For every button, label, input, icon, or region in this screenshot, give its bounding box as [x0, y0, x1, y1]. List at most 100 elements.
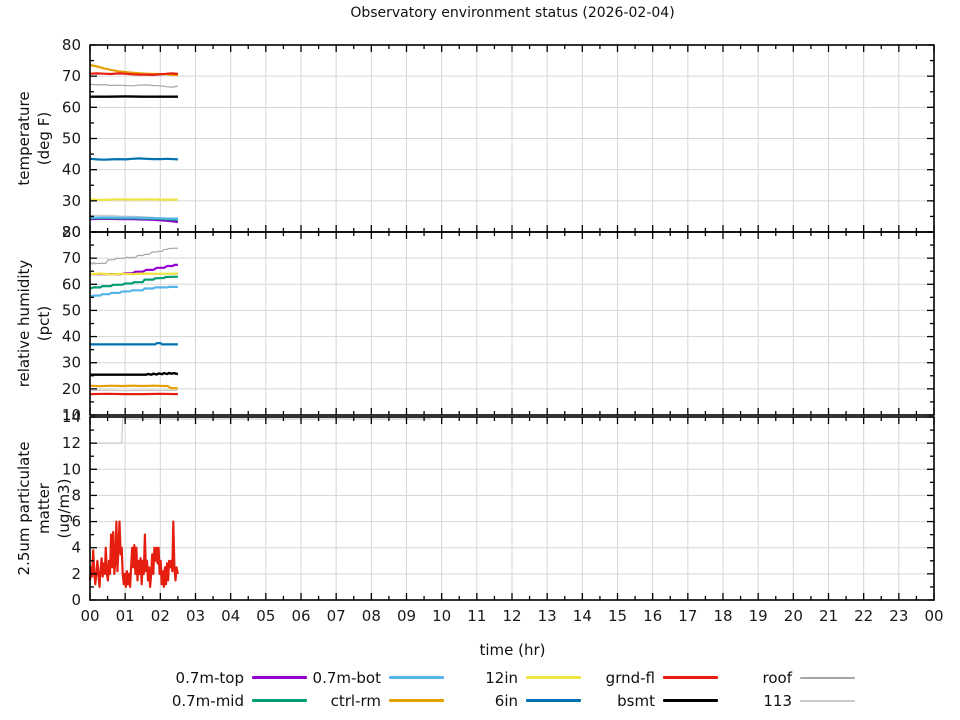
- y-axis-label-pm-line1: 2.5um particulate matter: [15, 441, 53, 576]
- x-tick-label: 14: [573, 607, 592, 625]
- y-axis-label-pm-line2: (ug/m3): [55, 478, 73, 539]
- x-tick-label: 16: [643, 607, 662, 625]
- legend-line-swatch-bsmt: [663, 699, 718, 702]
- y-axis-label-temperature: temperature (deg F): [14, 45, 54, 232]
- x-tick-label: 20: [784, 607, 803, 625]
- y-tick-label-temperature: 50: [62, 130, 81, 148]
- y-tick-label-temperature: 20: [62, 223, 81, 241]
- y-axis-label-temperature-line1: temperature: [15, 91, 33, 186]
- legend-label-ctrl-rm: ctrl-rm: [330, 691, 381, 710]
- y-tick-label-humidity: 20: [62, 380, 81, 398]
- x-tick-label: 00: [80, 607, 99, 625]
- legend-item-0.7m-bot: 0.7m-bot: [307, 666, 444, 689]
- x-tick-label: 00: [924, 607, 943, 625]
- legend-line-swatch-12in: [526, 676, 581, 679]
- y-tick-label-pm25: 12: [62, 434, 81, 452]
- y-tick-label-pm25: 2: [71, 565, 81, 583]
- x-tick-label: 11: [467, 607, 486, 625]
- legend-label-6in: 6in: [494, 691, 518, 710]
- legend-item-bsmt: bsmt: [581, 689, 718, 712]
- legend-line-swatch-0.7m-mid: [252, 699, 307, 702]
- legend-item-ctrl-rm: ctrl-rm: [307, 689, 444, 712]
- legend-line-swatch-ctrl-rm: [389, 699, 444, 702]
- legend-label-12in: 12in: [485, 668, 518, 687]
- x-tick-label: 05: [256, 607, 275, 625]
- y-tick-label-humidity: 60: [62, 275, 81, 293]
- legend-label-0.7m-bot: 0.7m-bot: [312, 668, 381, 687]
- series-line-roof-humidity: [89, 247, 178, 265]
- y-tick-label-pm25: 6: [71, 513, 81, 531]
- x-axis-label: time (hr): [479, 641, 546, 659]
- legend-line-swatch-0.7m-bot: [389, 676, 444, 679]
- x-tick-label: 09: [397, 607, 416, 625]
- series-line-0.7m-bot-humidity: [89, 285, 178, 298]
- series-line-ctrl-rm-humidity: [89, 384, 178, 390]
- y-tick-label-temperature: 60: [62, 98, 81, 116]
- x-tick-label: 19: [749, 607, 768, 625]
- y-tick-label-pm25: 8: [71, 486, 81, 504]
- y-axis-label-humidity: relative humidity (pct): [14, 232, 54, 415]
- legend-line-swatch-0.7m-top: [252, 676, 307, 679]
- y-tick-label-pm25: 4: [71, 539, 81, 557]
- legend-line-swatch-grnd-fl: [663, 676, 718, 679]
- series-line-113-pm25: [90, 418, 432, 444]
- legend-item-grnd-fl: grnd-fl: [581, 666, 718, 689]
- y-axis-label-temperature-line2: (deg F): [35, 111, 53, 166]
- x-tick-label: 22: [854, 607, 873, 625]
- series-line-6in-temperature: [89, 157, 178, 161]
- series-line-12in-temperature: [89, 198, 178, 201]
- y-axis-label-humidity-line1: relative humidity: [15, 259, 33, 388]
- x-tick-label: 23: [889, 607, 908, 625]
- y-tick-label-humidity: 50: [62, 301, 81, 319]
- x-tick-label: 21: [819, 607, 838, 625]
- y-tick-label-humidity: 30: [62, 354, 81, 372]
- series-line-113-humidity: [89, 389, 178, 392]
- legend-line-swatch-roof: [800, 676, 855, 679]
- series-line-bsmt-humidity: [90, 371, 179, 376]
- legend-label-0.7m-top: 0.7m-top: [175, 668, 244, 687]
- chart-title: Observatory environment status (2026-02-…: [350, 5, 675, 21]
- legend-label-grnd-fl: grnd-fl: [605, 668, 655, 687]
- x-tick-label: 17: [678, 607, 697, 625]
- y-tick-label-temperature: 80: [62, 36, 81, 54]
- panel-humidity: 10 20 30 40 50 60 70 80: [62, 223, 935, 424]
- legend-line-swatch-113: [800, 699, 855, 702]
- series-line-0.7m-mid-humidity: [89, 275, 178, 290]
- y-tick-label-humidity: 70: [62, 249, 81, 267]
- legend-item-0.7m-mid: 0.7m-mid: [170, 689, 307, 712]
- x-tick-label: 10: [432, 607, 451, 625]
- series-line-12in-humidity: [89, 272, 178, 276]
- x-tick-label: 13: [538, 607, 557, 625]
- x-tick-label: 15: [608, 607, 627, 625]
- x-tick-label: 18: [713, 607, 732, 625]
- y-tick-label-humidity: 80: [62, 223, 81, 241]
- legend-item-6in: 6in: [444, 689, 581, 712]
- y-axis-label-humidity-line2: (pct): [35, 305, 53, 342]
- legend-line-swatch-6in: [526, 699, 581, 702]
- legend-label-0.7m-mid: 0.7m-mid: [171, 691, 244, 710]
- legend-label-roof: roof: [762, 668, 792, 687]
- y-tick-label-pm25: 10: [62, 460, 81, 478]
- x-tick-label: 08: [362, 607, 381, 625]
- x-tick-label: 02: [151, 607, 170, 625]
- legend-item-0.7m-top: 0.7m-top: [170, 666, 307, 689]
- series-line-roof-temperature: [89, 83, 179, 88]
- legend-label-bsmt: bsmt: [617, 691, 655, 710]
- y-tick-label-pm25: 0: [71, 591, 81, 609]
- y-axis-label-pm: 2.5um particulate matter (ug/m3): [14, 417, 74, 600]
- y-tick-label-temperature: 30: [62, 192, 81, 210]
- x-tick-label: 01: [116, 607, 135, 625]
- y-tick-label-temperature: 40: [62, 161, 81, 179]
- series-line-0.7m-bot-temperature: [89, 216, 178, 220]
- y-tick-label-temperature: 70: [62, 67, 81, 85]
- legend: 0.7m-top 0.7m-bot 12in grnd-fl roof 0.7m-mid c…: [170, 666, 855, 712]
- legend-item-12in: 12in: [444, 666, 581, 689]
- y-tick-label-pm25: 14: [62, 408, 81, 426]
- series-line-6in-humidity: [90, 342, 178, 346]
- legend-item-113: 113: [718, 689, 855, 712]
- x-tick-label: 03: [186, 607, 205, 625]
- y-tick-label-humidity: 40: [62, 328, 81, 346]
- x-tick-label: 12: [502, 607, 521, 625]
